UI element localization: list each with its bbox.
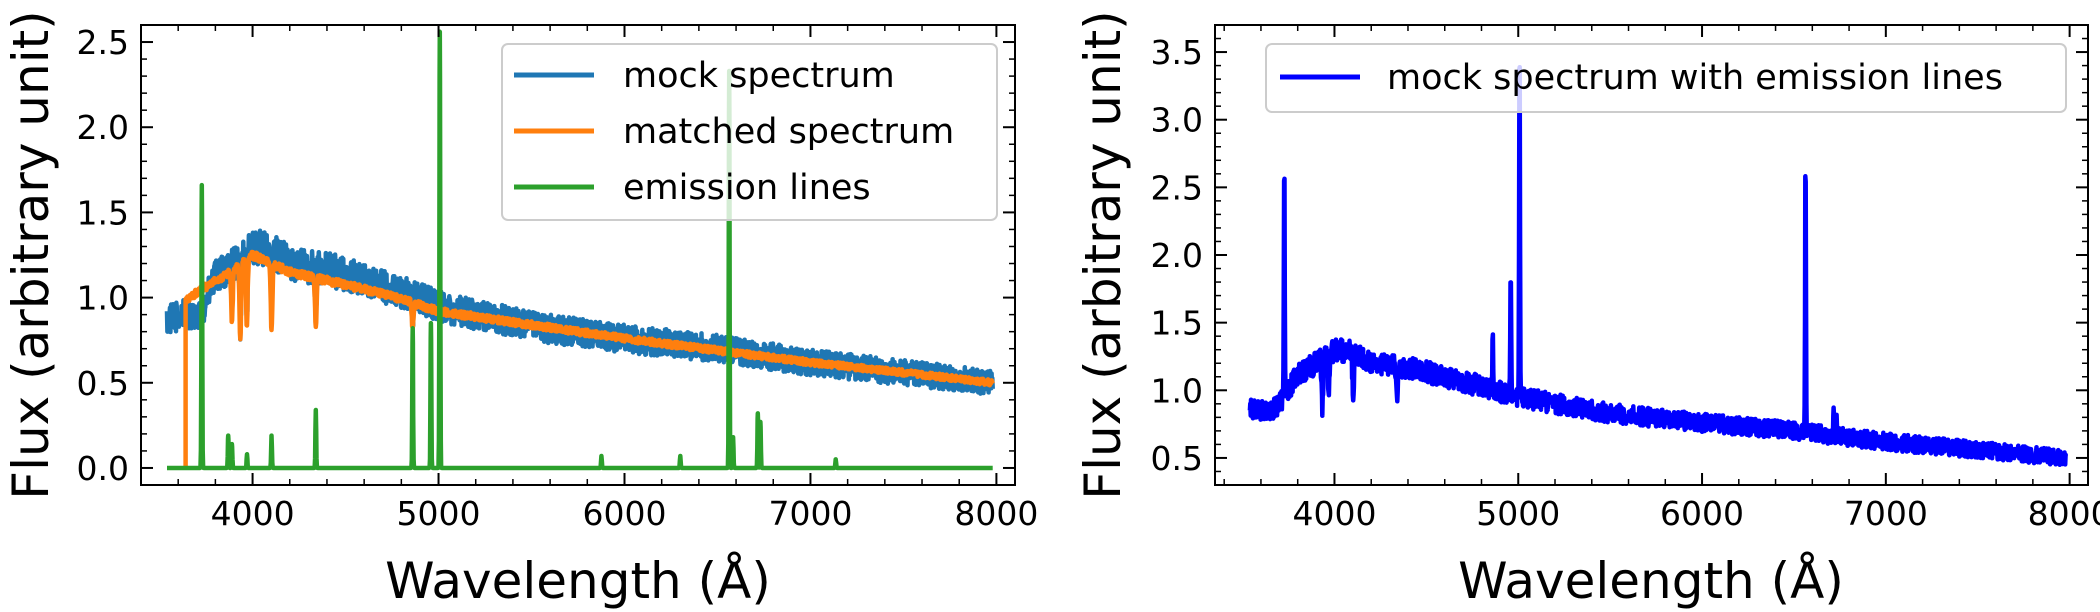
- right-legend: mock spectrum with emission lines: [1265, 43, 2067, 113]
- right-y-tick-label: 3.5: [1151, 33, 1203, 72]
- left-y-tick-label: 2.5: [77, 23, 129, 62]
- left-legend: mock spectrum matched spectrum emission li…: [501, 43, 998, 221]
- left-chart: 4000 5000 6000 7000 8000 0.00.51.01.52.02.5 …: [2, 10, 1038, 610]
- left-y-tick-label: 2.0: [77, 108, 129, 147]
- right-y-tick-label: 2.5: [1151, 168, 1203, 207]
- left-legend-box: [501, 43, 998, 221]
- right-x-axis-label: Wavelength (Å): [1458, 552, 1844, 610]
- left-x-axis-label: Wavelength (Å): [385, 552, 771, 610]
- right-y-tick-label: 3.0: [1151, 101, 1203, 140]
- right-y-tick-label: 1.5: [1151, 304, 1203, 343]
- left-x-tick-label: 7000: [768, 494, 852, 533]
- right-legend-box: [1265, 43, 2067, 113]
- right-y-tick-label: 0.5: [1151, 439, 1203, 478]
- left-y-tick-label: 0.5: [77, 364, 129, 403]
- left-plot-frame: [140, 24, 1016, 486]
- right-plot-series: [1247, 64, 2069, 468]
- left-legend-label: emission lines: [623, 168, 871, 208]
- right-x-tick-label: 6000: [1660, 494, 1744, 533]
- right-legend-label: mock spectrum with emission lines: [1387, 58, 2003, 98]
- right-series-mock-spectrum-with-emission-lines: [1247, 64, 2069, 468]
- left-y-tick-label: 1.0: [77, 279, 129, 318]
- left-y-axis-label: Flux (arbitrary unit): [2, 10, 60, 499]
- right-x-tick-label: 8000: [2028, 494, 2100, 533]
- left-series-emission-lines: [165, 29, 995, 471]
- right-x-axis: 4000 5000 6000 7000 8000: [1223, 25, 2100, 533]
- left-x-tick-label: 6000: [582, 494, 666, 533]
- right-chart: 4000 5000 6000 7000 8000 0.5 1.0 1.5 2.0 2.5 3.0 3…: [1074, 10, 2100, 610]
- left-y-axis: 0.0 0.5 1.0 1.5 2.0 2.5: [77, 23, 1015, 488]
- right-y-axis-label: Flux (arbitrary unit): [1074, 10, 1132, 499]
- left-y-tick-label: 1.5: [77, 193, 129, 232]
- right-x-tick-label: 4000: [1292, 494, 1376, 533]
- left-plot-series: [164, 29, 995, 471]
- right-y-tick-label: 1.0: [1151, 371, 1203, 410]
- left-y-tick-label: 0.0: [77, 449, 129, 488]
- left-legend-label: matched spectrum: [623, 112, 954, 152]
- left-x-tick-label: 4000: [211, 494, 295, 533]
- left-x-tick-label: 8000: [954, 494, 1038, 533]
- right-plot-frame: [1214, 24, 2089, 486]
- right-x-tick-label: 5000: [1476, 494, 1560, 533]
- right-x-tick-label: 7000: [1844, 494, 1928, 533]
- left-legend-label: mock spectrum: [623, 56, 895, 96]
- right-y-tick-label: 2.0: [1151, 236, 1203, 275]
- left-x-tick-label: 5000: [397, 494, 481, 533]
- left-x-axis: 4000 5000 6000 7000 8000: [140, 25, 1038, 533]
- left-series-matched-spectrum: [183, 249, 995, 468]
